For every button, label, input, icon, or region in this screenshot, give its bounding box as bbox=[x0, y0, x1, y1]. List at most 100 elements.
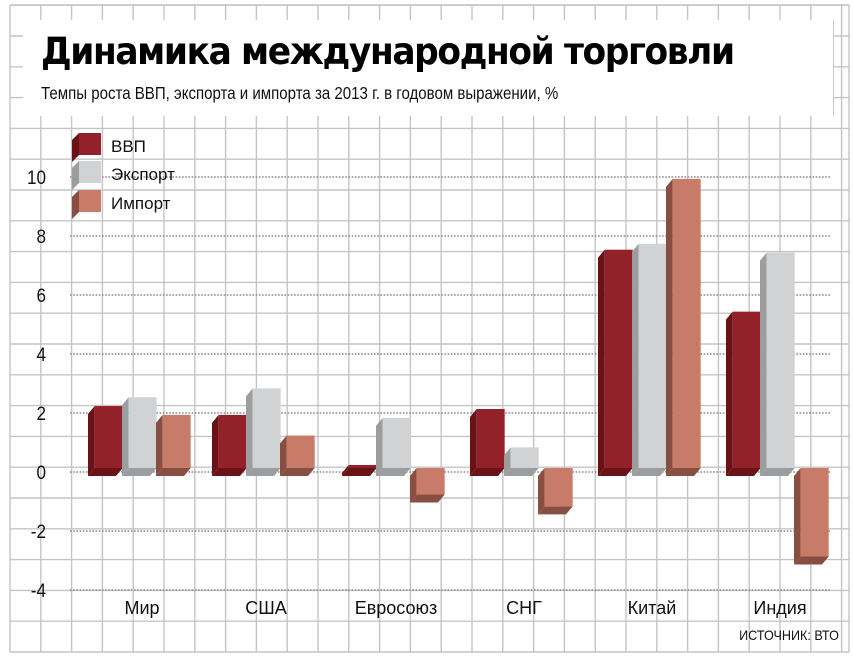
title-panel bbox=[23, 20, 834, 116]
legend-swatch-side bbox=[72, 133, 79, 162]
legend-swatch bbox=[79, 133, 101, 155]
y-axis-ticks: 10 8 6 4 2 0 -2 -4 bbox=[27, 167, 46, 601]
bar-bottom-face bbox=[280, 468, 315, 476]
bar-front-face bbox=[382, 417, 411, 468]
x-tick-label: Китай bbox=[628, 598, 677, 618]
bar-import bbox=[410, 468, 445, 503]
bar-side-face bbox=[376, 417, 383, 476]
bar-side-face bbox=[632, 243, 639, 476]
bar-side-face bbox=[598, 249, 605, 476]
bar-bottom-face bbox=[156, 468, 191, 476]
x-tick-label: США bbox=[245, 598, 287, 618]
bar-export bbox=[122, 397, 157, 476]
bar-front-face bbox=[638, 243, 667, 468]
bar-bottom-face bbox=[760, 468, 795, 476]
bar-side-face bbox=[504, 447, 511, 476]
bar-bottom-face bbox=[632, 468, 667, 476]
bar-front-face bbox=[766, 252, 795, 468]
bar-export bbox=[760, 252, 795, 476]
bar-bottom-face bbox=[726, 468, 761, 476]
y-tick-label: 2 bbox=[36, 403, 46, 424]
bar-side-face bbox=[122, 397, 129, 476]
bar-bottom-face bbox=[794, 556, 829, 565]
bar-front-face bbox=[604, 249, 633, 468]
bar-export bbox=[632, 243, 667, 476]
y-tick-label: 4 bbox=[36, 344, 46, 365]
bar-bottom-face bbox=[666, 468, 701, 476]
chart-title: Динамика международной торговли bbox=[41, 30, 735, 73]
bar-import bbox=[794, 468, 829, 565]
bar-side-face bbox=[156, 414, 163, 476]
bar-front-face bbox=[800, 468, 829, 557]
bar-front-face bbox=[476, 409, 505, 468]
bar-front-face bbox=[348, 465, 377, 468]
legend-swatch bbox=[79, 161, 101, 183]
bar-gdp bbox=[598, 249, 633, 476]
bar-import bbox=[280, 435, 315, 476]
bar-front-face bbox=[128, 397, 157, 468]
legend: ВВП Экспорт Импорт bbox=[72, 133, 175, 219]
bar-bottom-face bbox=[212, 468, 247, 476]
x-tick-label: СНГ bbox=[506, 598, 542, 618]
x-tick-label: Мир bbox=[124, 598, 159, 618]
bar-side-face bbox=[280, 435, 287, 476]
bar-side-face bbox=[88, 406, 95, 476]
bars bbox=[88, 178, 829, 565]
bar-side-face bbox=[246, 388, 253, 476]
legend-label: ВВП bbox=[111, 137, 146, 156]
bar-front-face bbox=[510, 447, 539, 468]
bar-export bbox=[504, 447, 539, 476]
legend-swatch-side bbox=[72, 161, 79, 190]
bar-bottom-face bbox=[376, 468, 411, 476]
bar-gdp bbox=[88, 406, 123, 476]
bar-front-face bbox=[94, 406, 123, 468]
bar-front-face bbox=[286, 435, 315, 468]
chart-subtitle: Темпы роста ВВП, экспорта и импорта за 2… bbox=[41, 83, 559, 103]
x-tick-label: Евросоюз bbox=[355, 598, 438, 618]
bar-front-face bbox=[416, 468, 445, 495]
bar-bottom-face bbox=[410, 494, 445, 503]
bar-front-face bbox=[544, 468, 573, 507]
bar-front-face bbox=[672, 178, 701, 468]
bar-gdp bbox=[342, 465, 377, 476]
bar-bottom-face bbox=[342, 468, 377, 476]
y-tick-label: 6 bbox=[36, 285, 46, 306]
legend-swatch bbox=[79, 190, 101, 212]
bar-side-face bbox=[726, 311, 733, 476]
legend-label: Экспорт bbox=[111, 165, 175, 184]
bar-front-face bbox=[218, 414, 247, 468]
bar-side-face bbox=[760, 252, 767, 476]
y-tick-label: -2 bbox=[31, 521, 46, 542]
x-axis-labels: Мир США Евросоюз СНГ Китай Индия bbox=[124, 598, 806, 618]
source-note: ИСТОЧНИК: ВТО bbox=[739, 627, 839, 643]
bar-side-face bbox=[342, 465, 349, 476]
bar-gdp bbox=[726, 311, 761, 476]
bar-bottom-face bbox=[122, 468, 157, 476]
bar-gdp bbox=[470, 409, 505, 476]
legend-label: Импорт bbox=[111, 194, 171, 213]
bar-bottom-face bbox=[88, 468, 123, 476]
bar-front-face bbox=[732, 311, 761, 468]
bar-import bbox=[666, 178, 701, 476]
y-tick-label: 10 bbox=[27, 167, 46, 188]
bar-import bbox=[538, 468, 573, 515]
bar-side-face bbox=[538, 468, 545, 515]
bar-bottom-face bbox=[504, 468, 539, 476]
bar-import bbox=[156, 414, 191, 476]
x-tick-label: Индия bbox=[753, 598, 806, 618]
legend-swatch-side bbox=[72, 190, 79, 219]
bar-bottom-face bbox=[246, 468, 281, 476]
bar-side-face bbox=[666, 178, 673, 476]
bar-gdp bbox=[212, 414, 247, 476]
y-gridlines bbox=[70, 176, 830, 591]
bar-side-face bbox=[410, 468, 417, 503]
y-tick-label: -4 bbox=[31, 580, 46, 601]
bar-export bbox=[376, 417, 411, 476]
bar-front-face bbox=[162, 414, 191, 468]
bar-bottom-face bbox=[470, 468, 505, 476]
bar-bottom-face bbox=[538, 506, 573, 515]
bar-front-face bbox=[252, 388, 281, 468]
bar-bottom-face bbox=[598, 468, 633, 476]
bar-side-face bbox=[470, 409, 477, 476]
